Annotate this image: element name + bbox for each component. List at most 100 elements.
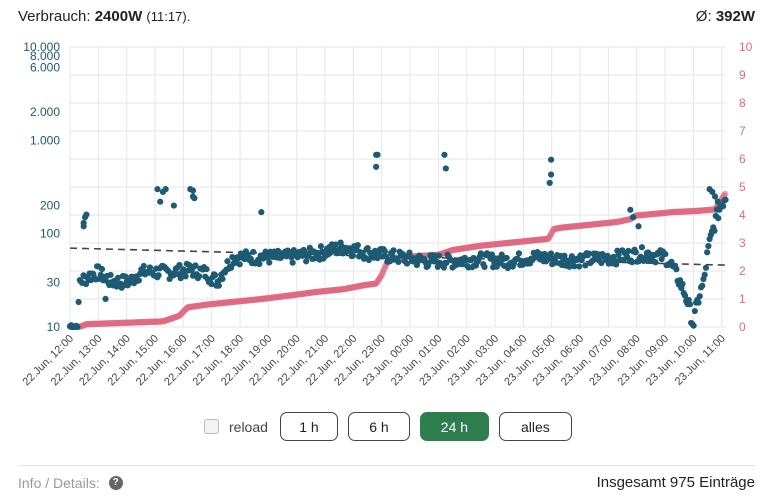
power-point: [403, 260, 411, 267]
power-point: [652, 259, 659, 266]
power-point: [547, 250, 555, 257]
power-outlier-point: [441, 151, 448, 158]
power-outlier-point: [442, 165, 449, 172]
time-range-controls: reload 1 h 6 h 24 h alles: [204, 412, 572, 441]
power-point: [695, 299, 702, 306]
power-outlier-point: [373, 163, 380, 170]
question-circle-icon[interactable]: ?: [108, 475, 123, 490]
power-point: [515, 250, 523, 257]
power-point: [236, 261, 243, 268]
power-outlier-point: [80, 223, 87, 230]
power-outlier-point: [547, 156, 555, 163]
y-left-tick-label: 6.000: [30, 61, 60, 75]
power-point: [638, 244, 646, 251]
power-point: [561, 252, 568, 259]
power-point: [289, 259, 296, 266]
average-value: 392W: [715, 8, 755, 25]
power-point: [632, 249, 639, 256]
power-point: [140, 262, 147, 270]
power-point: [176, 261, 183, 269]
power-point: [192, 262, 199, 269]
power-point: [74, 323, 81, 331]
y-left-tick-label: 30: [47, 275, 61, 289]
footer-divider: [18, 465, 755, 466]
power-point: [435, 252, 443, 259]
y-right-tick-label: 10: [739, 40, 753, 54]
power-point: [215, 282, 222, 289]
power-outlier-point: [629, 214, 637, 221]
power-point: [459, 261, 466, 268]
power-outlier-point: [170, 202, 177, 209]
power-point: [696, 293, 703, 300]
x-tick-label: 23.Jun, 11:00: [673, 333, 728, 388]
power-point: [585, 250, 593, 257]
reload-checkbox[interactable]: [204, 419, 219, 434]
consumption-value: 2400W: [94, 8, 143, 25]
power-point: [364, 244, 371, 252]
power-point: [662, 250, 669, 258]
power-point: [686, 301, 694, 308]
power-point: [679, 280, 686, 288]
power-point: [98, 265, 106, 273]
power-point: [250, 248, 257, 256]
power-point: [203, 266, 210, 273]
power-point: [503, 254, 510, 262]
total-entries: Insgesamt 975 Einträge: [596, 474, 755, 491]
power-outlier-point: [547, 171, 555, 178]
power-point: [690, 322, 697, 329]
y-right-tick-label: 4: [739, 208, 746, 222]
y-right-tick-label: 7: [739, 124, 746, 138]
y-right-tick-label: 2: [739, 264, 746, 278]
power-point: [625, 247, 632, 254]
power-outlier-point: [189, 187, 197, 194]
power-point: [395, 258, 402, 266]
power-point: [303, 258, 310, 265]
power-point: [262, 248, 269, 255]
power-outlier-point: [635, 223, 642, 230]
y-right-tick-label: 8: [739, 96, 746, 110]
info-label: Info / Details:: [18, 474, 100, 491]
range-all-button[interactable]: alles: [498, 412, 572, 441]
power-point: [701, 271, 708, 278]
power-point: [135, 277, 142, 284]
info-details[interactable]: Info / Details: ?: [18, 475, 123, 491]
power-outlier-point: [83, 211, 90, 218]
power-point: [219, 275, 226, 283]
power-point: [488, 251, 495, 258]
y-left-tick-label: 10.000: [23, 40, 60, 54]
y-right-tick-label: 6: [739, 152, 746, 166]
y-left-tick-label: 8.000: [30, 49, 60, 63]
y-right-tick-label: 5: [739, 180, 746, 194]
power-point: [107, 271, 114, 279]
power-outlier-point: [711, 193, 719, 200]
power-point: [576, 263, 583, 270]
power-point: [691, 307, 698, 315]
power-point: [681, 292, 689, 299]
power-point: [390, 247, 397, 254]
power-point: [354, 242, 361, 249]
power-point: [702, 264, 710, 271]
power-outlier-point: [162, 186, 169, 193]
power-point: [566, 263, 573, 270]
power-point: [212, 271, 219, 279]
power-outlier-point: [546, 179, 553, 186]
range-1h-button[interactable]: 1 h: [279, 412, 338, 441]
power-point: [629, 259, 636, 266]
power-point: [177, 275, 184, 282]
power-outlier-point: [154, 186, 161, 193]
range-24h-button[interactable]: 24 h: [419, 412, 489, 441]
power-point: [196, 273, 203, 280]
power-point: [381, 248, 388, 255]
y-right-tick-label: 3: [739, 236, 746, 250]
consumption-chart: 10301002001.0002.0006.0008.00010.0000123…: [20, 40, 753, 388]
footer: Info / Details: ? Insgesamt 975 Einträge: [18, 474, 755, 491]
power-outlier-point: [709, 188, 716, 196]
y-left-tick-label: 2.000: [30, 105, 60, 119]
power-point: [722, 196, 729, 203]
power-point: [155, 272, 162, 279]
power-point: [266, 259, 273, 266]
range-6h-button[interactable]: 6 h: [347, 412, 410, 441]
power-point: [440, 264, 448, 271]
power-point: [470, 254, 477, 262]
power-point: [704, 249, 711, 256]
